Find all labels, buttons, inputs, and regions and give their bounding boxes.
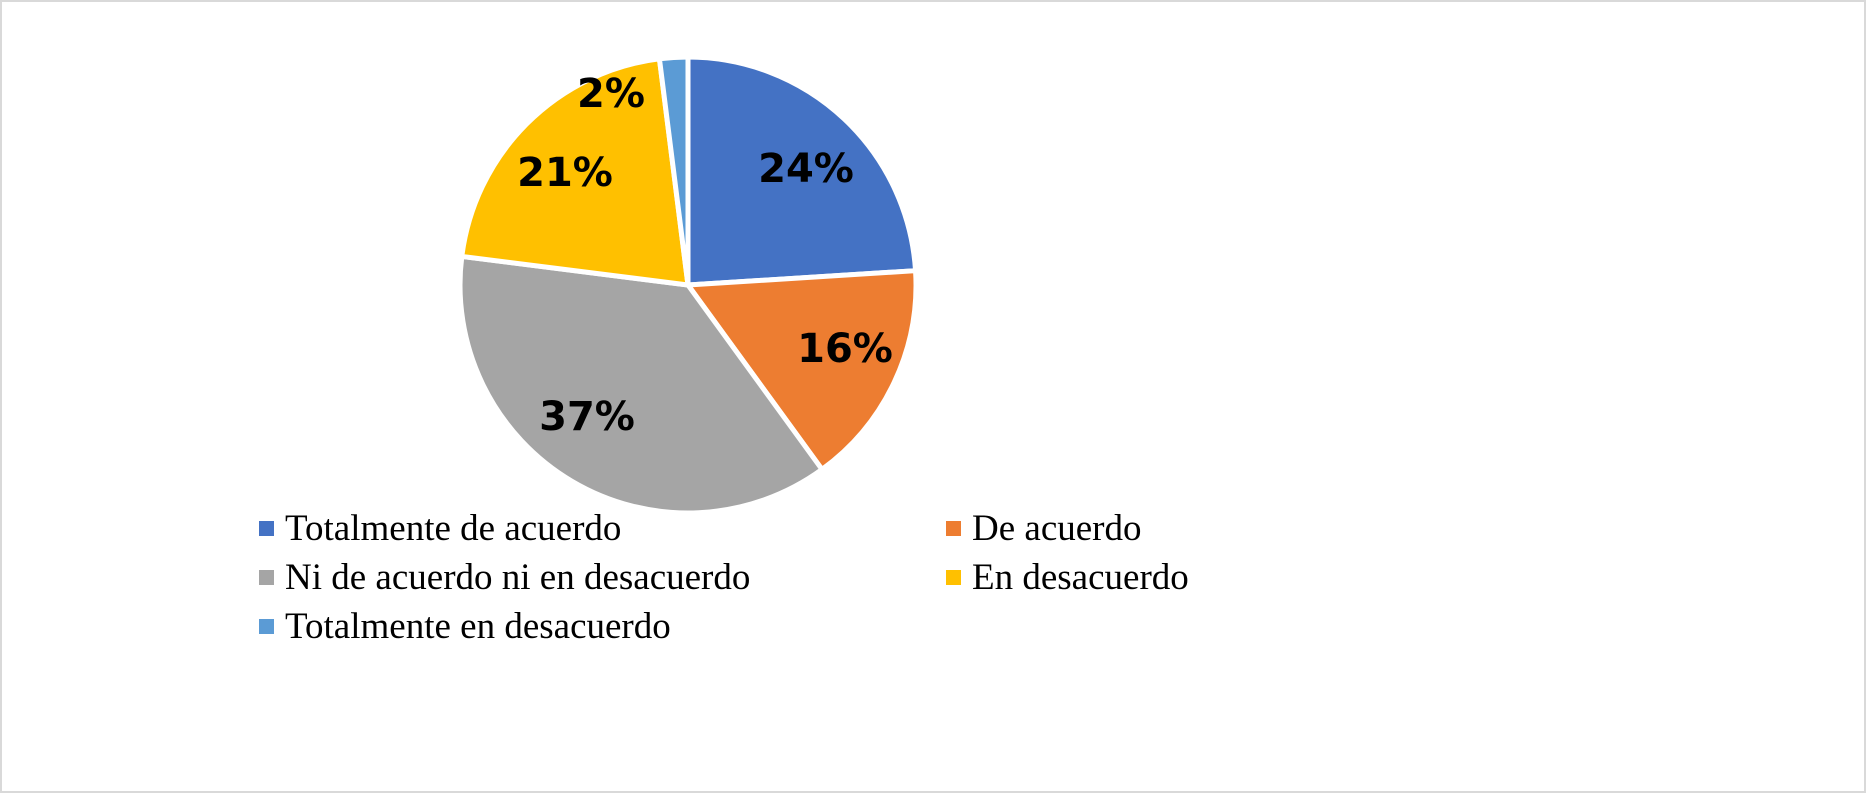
data-label-totalmente-en-desacuerdo: 2% (577, 71, 645, 117)
legend-item-totalmente-en-desacuerdo: Totalmente en desacuerdo (259, 604, 671, 648)
legend-item-en-desacuerdo: En desacuerdo (946, 555, 1189, 599)
legend-label: Ni de acuerdo ni en desacuerdo (285, 556, 751, 598)
legend-swatch (259, 618, 274, 634)
pie-slice-totalmente-en-desacuerdo (656, 54, 691, 288)
pie-data-labels: 24% 16% 37% 21% 2% (517, 71, 893, 440)
pie-slices (457, 54, 919, 516)
legend-swatch (946, 520, 961, 536)
data-label-de-acuerdo: 16% (797, 326, 893, 372)
legend-label: En desacuerdo (972, 556, 1189, 598)
legend-item-de-acuerdo: De acuerdo (946, 506, 1141, 550)
pie-slice-de-acuerdo (685, 268, 919, 472)
legend-label: Totalmente de acuerdo (285, 507, 622, 549)
legend-swatch (259, 520, 274, 536)
legend-swatch (946, 569, 961, 585)
pie-slice-en-desacuerdo (459, 56, 691, 288)
data-label-ni-de-acuerdo-ni-en-desacuerdo: 37% (539, 394, 635, 440)
legend-swatch (259, 569, 274, 585)
pie-slice-totalmente-de-acuerdo (685, 54, 919, 288)
legend-label: Totalmente en desacuerdo (285, 605, 671, 647)
data-label-en-desacuerdo: 21% (517, 150, 613, 196)
legend-label: De acuerdo (972, 507, 1142, 549)
pie-slice-ni-de-acuerdo-ni-en-desacuerdo (457, 253, 825, 516)
legend-item-totalmente-de-acuerdo: Totalmente de acuerdo (259, 506, 621, 550)
data-label-totalmente-de-acuerdo: 24% (758, 146, 854, 192)
legend-item-ni-de-acuerdo-ni-en-desacuerdo: Ni de acuerdo ni en desacuerdo (259, 555, 750, 599)
